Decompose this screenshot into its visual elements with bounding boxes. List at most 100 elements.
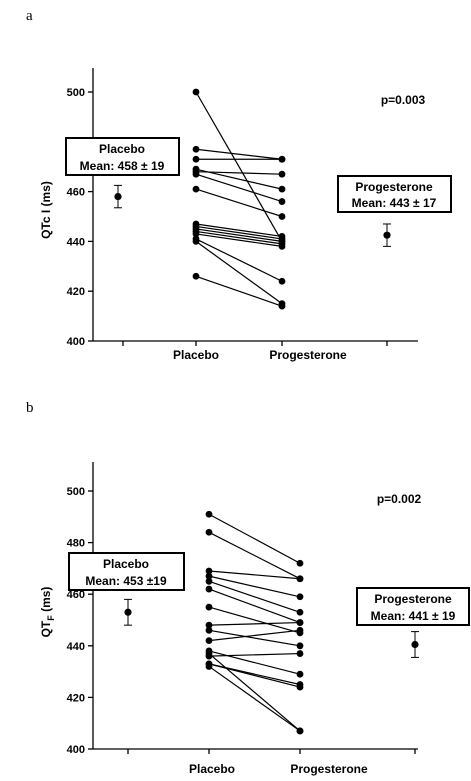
placebo-point — [192, 145, 200, 153]
y-tick-label: 440 — [67, 236, 85, 248]
placebo-point — [205, 567, 213, 575]
progesterone-point — [296, 626, 304, 634]
progesterone-box — [337, 175, 452, 213]
y-tick-label: 420 — [67, 692, 85, 704]
placebo-point — [192, 230, 200, 238]
pair-line — [208, 653, 301, 732]
panel-label: b — [26, 400, 34, 416]
y-tick-label: 420 — [67, 286, 85, 298]
p-value: p=0.003 — [381, 93, 426, 107]
pair-line — [208, 580, 301, 613]
mean-markers — [114, 184, 391, 247]
y-tick-label: 500 — [67, 486, 85, 498]
y-tick-label: 400 — [67, 744, 85, 756]
progesterone-point — [296, 619, 304, 626]
progesterone-point — [296, 642, 304, 650]
pair-line — [208, 513, 301, 564]
progesterone-point — [278, 213, 286, 220]
paired-series — [192, 88, 286, 310]
progesterone-mean-point — [383, 231, 391, 239]
progesterone-point — [296, 608, 304, 616]
y-tick-label: 500 — [67, 87, 85, 99]
placebo-box-title: Placebo — [103, 557, 149, 571]
y-tick-label: 480 — [67, 538, 85, 550]
pair-line — [208, 663, 301, 688]
placebo-point — [205, 621, 213, 629]
placebo-box-title: Placebo — [99, 142, 145, 156]
progesterone-box — [356, 587, 470, 626]
pair-line — [195, 233, 283, 247]
placebo-point — [205, 577, 213, 585]
progesterone-point — [296, 727, 304, 735]
progesterone-box-title: Progesterone — [374, 592, 452, 606]
progesterone-point — [278, 170, 286, 178]
x-ticks — [127, 749, 416, 754]
pair-line — [195, 240, 283, 305]
placebo-point — [192, 272, 200, 280]
y-axis-label: QTF (ms) — [39, 587, 56, 638]
pair-line — [195, 228, 283, 242]
progesterone-box-stat: Mean: 441 ± 19 — [371, 609, 456, 623]
placebo-box-stat: Mean: 458 ± 19 — [80, 159, 165, 173]
x-ticks — [122, 341, 388, 346]
placebo-point — [192, 155, 200, 163]
x-category-placebo: Placebo — [189, 762, 235, 776]
pair-line — [208, 575, 301, 598]
placebo-point — [192, 238, 200, 245]
panel-label: a — [26, 8, 33, 24]
pair-line — [195, 171, 283, 175]
pair-line — [208, 629, 301, 642]
x-category-progesterone: Progesterone — [290, 762, 368, 776]
pair-line — [195, 230, 283, 245]
pair-line — [208, 629, 301, 647]
y-tick-label: 460 — [67, 589, 85, 601]
progesterone-point — [278, 242, 286, 250]
placebo-box — [65, 137, 180, 176]
progesterone-point — [278, 185, 286, 193]
pair-line — [195, 238, 283, 282]
placebo-summary-box: Placebo Mean: 453 ±19 — [68, 552, 185, 591]
progesterone-box-stat: Mean: 443 ± 17 — [352, 196, 437, 210]
pair-line — [195, 223, 283, 238]
placebo-summary-box: Placebo Mean: 458 ± 19 — [65, 137, 180, 176]
placebo-mean-point — [114, 192, 122, 201]
placebo-point — [205, 663, 213, 670]
pair-line — [195, 173, 283, 203]
placebo-point — [205, 650, 213, 657]
placebo-point — [192, 88, 200, 96]
pair-line — [195, 148, 283, 160]
pair-line — [208, 665, 301, 732]
placebo-box-stat: Mean: 453 ±19 — [85, 574, 167, 588]
placebo-point — [205, 585, 213, 593]
pair-line — [195, 225, 283, 240]
y-tick-label: 460 — [67, 187, 85, 199]
y-axis-label: QTc I (ms) — [39, 181, 53, 239]
x-category-progesterone: Progesterone — [269, 348, 347, 362]
progesterone-point — [296, 593, 304, 601]
progesterone-point — [278, 198, 286, 205]
progesterone-point — [296, 650, 304, 657]
progesterone-point — [296, 559, 304, 567]
panel-b: b 400 420 440 460 480 500 Placebo Progesteron… — [26, 400, 470, 776]
pair-line — [208, 531, 301, 580]
progesterone-point — [296, 575, 304, 583]
progesterone-point — [278, 277, 286, 285]
y-tick-label: 440 — [67, 641, 85, 653]
paired-series — [205, 510, 304, 735]
pair-line — [208, 588, 301, 624]
pair-line — [208, 570, 301, 580]
progesterone-point — [278, 155, 286, 163]
placebo-point — [205, 528, 213, 536]
placebo-point — [205, 637, 213, 645]
pair-line — [195, 91, 283, 242]
mean-markers — [124, 598, 419, 658]
placebo-point — [205, 603, 213, 611]
pair-line — [208, 606, 301, 634]
progesterone-point — [278, 302, 286, 310]
pair-line — [208, 652, 301, 657]
placebo-point — [205, 510, 213, 518]
progesterone-box-title: Progesterone — [355, 180, 433, 194]
